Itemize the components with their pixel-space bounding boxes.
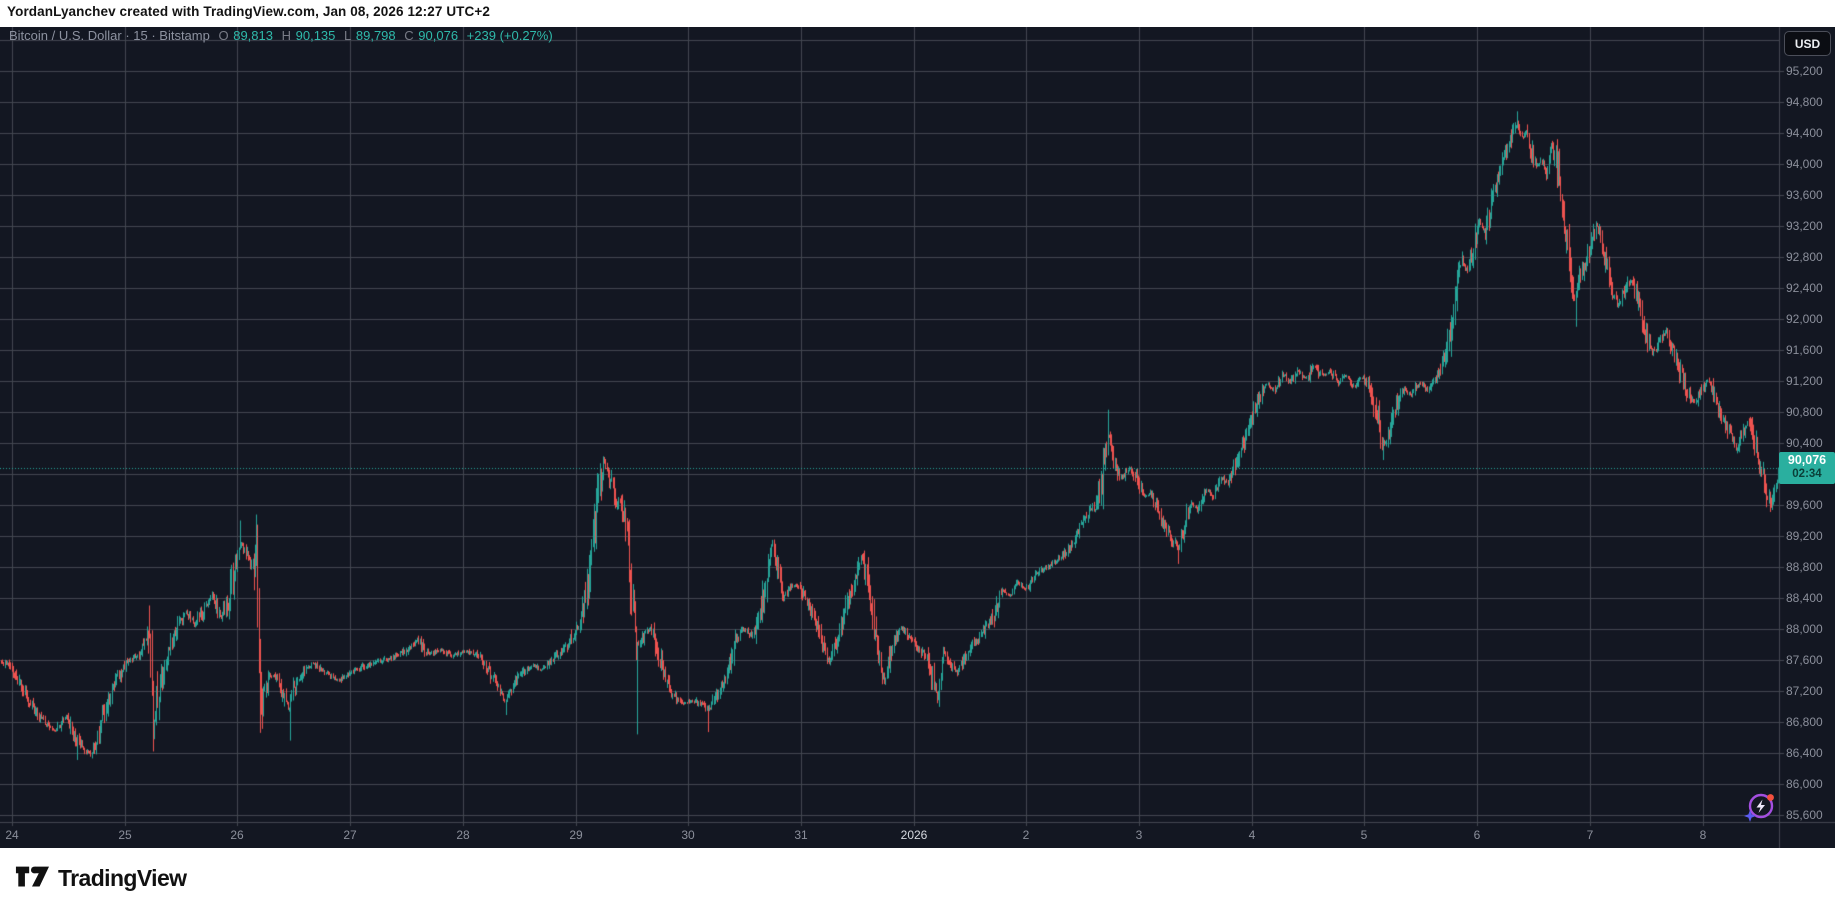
time-axis-label: 25 xyxy=(118,828,132,842)
footer-bar: TradingView xyxy=(0,848,1835,909)
time-axis-label: 2 xyxy=(1022,828,1030,842)
price-axis-label: 94,000 xyxy=(1786,157,1823,171)
time-axis-label: 31 xyxy=(794,828,808,842)
time-axis-label: 6 xyxy=(1473,828,1481,842)
time-axis-label: 5 xyxy=(1360,828,1368,842)
price-axis-label: 88,800 xyxy=(1786,560,1823,574)
time-axis-label: 26 xyxy=(230,828,244,842)
time-axis-label: 24 xyxy=(5,828,19,842)
price-axis-label: 86,400 xyxy=(1786,746,1823,760)
last-price-tag: 90,076 02:34 xyxy=(1779,452,1835,484)
price-axis-label: 87,600 xyxy=(1786,653,1823,667)
price-axis-label: 94,800 xyxy=(1786,95,1823,109)
price-axis-label: 88,000 xyxy=(1786,622,1823,636)
chart-canvas[interactable] xyxy=(0,27,1835,848)
close-value: 90,076 xyxy=(418,28,459,43)
price-axis-label: 89,600 xyxy=(1786,498,1823,512)
price-axis-label: 85,600 xyxy=(1786,808,1823,822)
price-axis-label: 89,200 xyxy=(1786,529,1823,543)
high-value: 90,135 xyxy=(295,28,336,43)
symbol-title[interactable]: Bitcoin / U.S. Dollar · 15 · Bitstamp xyxy=(9,28,210,43)
chart-panel: Bitcoin / U.S. Dollar · 15 · Bitstamp O … xyxy=(0,27,1835,848)
price-axis-label: 92,000 xyxy=(1786,312,1823,326)
supercharts-lightning-icon[interactable] xyxy=(1741,789,1779,827)
low-value: 89,798 xyxy=(355,28,396,43)
price-axis-label: 90,800 xyxy=(1786,405,1823,419)
time-axis-label: 29 xyxy=(569,828,583,842)
price-axis-label: 91,200 xyxy=(1786,374,1823,388)
time-axis-label: 30 xyxy=(681,828,695,842)
tradingview-mark-icon xyxy=(15,866,49,887)
high-label: H xyxy=(281,28,291,43)
notification-dot-icon xyxy=(1767,794,1774,801)
time-axis-label: 3 xyxy=(1135,828,1143,842)
price-axis-label: 93,600 xyxy=(1786,188,1823,202)
low-label: L xyxy=(344,28,352,43)
open-label: O xyxy=(218,28,229,43)
open-value: 89,813 xyxy=(233,28,273,43)
price-axis-label: 91,600 xyxy=(1786,343,1823,357)
price-axis-label: 95,200 xyxy=(1786,64,1823,78)
tradingview-logo[interactable]: TradingView xyxy=(15,858,187,898)
brand-name: TradingView xyxy=(58,864,187,891)
change-value: +239 (+0.27%) xyxy=(466,28,553,43)
price-axis-label: 86,800 xyxy=(1786,715,1823,729)
price-axis-label: 92,800 xyxy=(1786,250,1823,264)
time-axis-label: 2026 xyxy=(900,828,928,842)
price-axis-label: 92,400 xyxy=(1786,281,1823,295)
price-axis-label: 87,200 xyxy=(1786,684,1823,698)
lightning-bolt-icon xyxy=(1756,799,1765,813)
price-axis-label: 88,400 xyxy=(1786,591,1823,605)
attribution-bar: YordanLyanchev created with TradingView.… xyxy=(0,0,1835,27)
time-axis-label: 28 xyxy=(456,828,470,842)
time-axis-label: 4 xyxy=(1248,828,1256,842)
time-axis-label: 27 xyxy=(343,828,357,842)
bar-countdown: 02:34 xyxy=(1792,468,1822,480)
currency-toggle-button[interactable]: USD xyxy=(1784,31,1831,56)
last-price-value: 90,076 xyxy=(1787,453,1827,467)
chart-legend: Bitcoin / U.S. Dollar · 15 · Bitstamp O … xyxy=(9,28,558,44)
price-axis-label: 93,200 xyxy=(1786,219,1823,233)
sparkle-icon xyxy=(1744,810,1756,822)
price-axis-label: 94,400 xyxy=(1786,126,1823,140)
time-axis-label: 8 xyxy=(1699,828,1707,842)
close-label: C xyxy=(404,28,414,43)
time-axis-label: 7 xyxy=(1586,828,1594,842)
price-axis-label: 90,400 xyxy=(1786,436,1823,450)
price-axis-label: 86,000 xyxy=(1786,777,1823,791)
attribution-text: YordanLyanchev created with TradingView.… xyxy=(7,4,490,19)
